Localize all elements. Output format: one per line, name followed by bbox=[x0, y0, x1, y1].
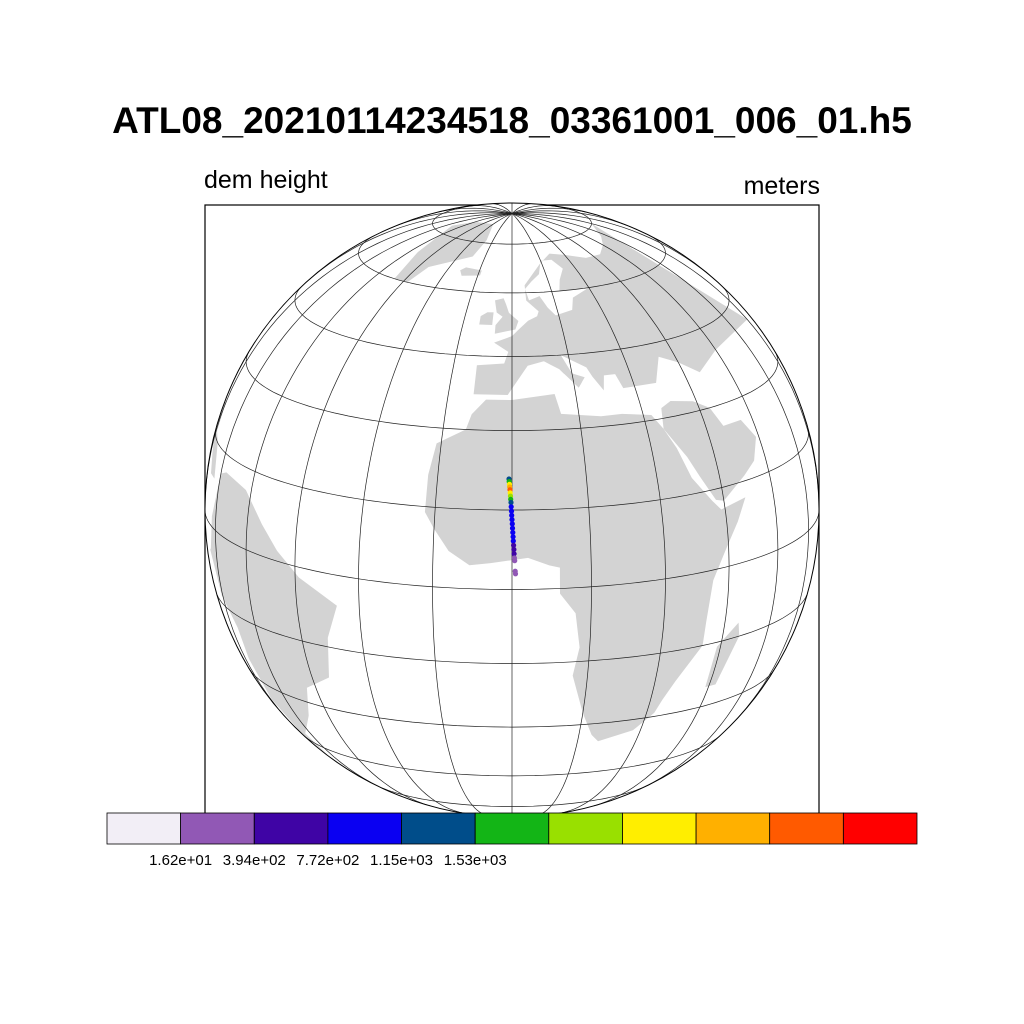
colorbar-box bbox=[474, 812, 550, 845]
colorbar-box bbox=[401, 812, 476, 845]
track-point bbox=[509, 521, 515, 527]
meridian-line bbox=[432, 213, 513, 817]
units-label: meters bbox=[743, 172, 820, 200]
land-arabia bbox=[661, 401, 756, 501]
parallel-line bbox=[216, 594, 808, 664]
track-point bbox=[508, 508, 515, 514]
land-italy_fix bbox=[542, 360, 582, 388]
meridian-line bbox=[511, 212, 719, 283]
graticule bbox=[205, 203, 819, 817]
satellite-track bbox=[506, 476, 519, 577]
colorbar-box bbox=[843, 812, 918, 845]
parallel-line bbox=[294, 286, 730, 357]
colorbar: 1.62e+01 3.94e+02 7.72e+02 1.15e+03 1.53e+03 bbox=[106, 812, 918, 869]
track-point bbox=[511, 546, 517, 553]
land-britain bbox=[494, 298, 519, 334]
colorbar-box bbox=[548, 812, 623, 845]
colorbar-box bbox=[106, 812, 181, 845]
track-point bbox=[509, 512, 515, 519]
track-point bbox=[510, 529, 516, 536]
land-iceland bbox=[460, 267, 482, 276]
meridian-line bbox=[492, 203, 513, 214]
meridian-line bbox=[511, 213, 592, 817]
colorbar-tick-label: 1.53e+03 bbox=[444, 852, 507, 869]
parallel-line bbox=[205, 509, 819, 590]
track-point bbox=[509, 525, 516, 531]
colorbar-box bbox=[180, 812, 255, 845]
meridian-line bbox=[511, 207, 587, 214]
colorbar-box bbox=[769, 812, 844, 845]
track-point bbox=[510, 534, 516, 540]
colorbar-box bbox=[622, 812, 697, 845]
parallel-line bbox=[432, 203, 592, 245]
colorbar-tick-label: 1.62e+01 bbox=[149, 852, 212, 869]
track-point bbox=[508, 499, 514, 506]
land-south_america bbox=[209, 472, 337, 759]
parallel-line bbox=[376, 785, 648, 807]
colorbar-tick-label: 3.94e+02 bbox=[223, 852, 286, 869]
colorbar-tick-label: 7.72e+02 bbox=[296, 852, 359, 869]
track-point bbox=[510, 538, 516, 544]
meridian-line bbox=[305, 212, 513, 283]
track-point bbox=[512, 558, 518, 564]
colorbar-box bbox=[327, 812, 402, 845]
meridian-line bbox=[511, 213, 730, 807]
colorbar-tick-label: 1.15e+03 bbox=[370, 852, 433, 869]
colorbar-box bbox=[253, 812, 329, 845]
track-point bbox=[511, 551, 517, 557]
land-central_america bbox=[211, 399, 226, 479]
parallel-line bbox=[303, 734, 721, 777]
track-point bbox=[508, 504, 514, 510]
meridian-line bbox=[215, 213, 513, 732]
parallel-line bbox=[245, 352, 779, 431]
meridian-line bbox=[511, 203, 532, 214]
land-greenland bbox=[394, 221, 494, 283]
land-ireland bbox=[479, 312, 494, 325]
track-point bbox=[509, 517, 515, 523]
meridian-line bbox=[511, 205, 555, 214]
land-africa bbox=[424, 394, 746, 742]
colorbar-box bbox=[695, 812, 771, 845]
meridian-line bbox=[511, 213, 809, 732]
track-point bbox=[512, 571, 519, 577]
parallel-line bbox=[249, 669, 775, 728]
parallel-line bbox=[358, 235, 666, 294]
meridian-line bbox=[437, 207, 513, 214]
land-europe bbox=[473, 223, 748, 395]
meridian-line bbox=[294, 213, 513, 807]
variable-label: dem height bbox=[204, 166, 328, 194]
meridian-line bbox=[469, 205, 513, 214]
track-point bbox=[510, 542, 517, 548]
plot-title: ATL08_20210114234518_03361001_006_01.h5 bbox=[112, 100, 912, 141]
